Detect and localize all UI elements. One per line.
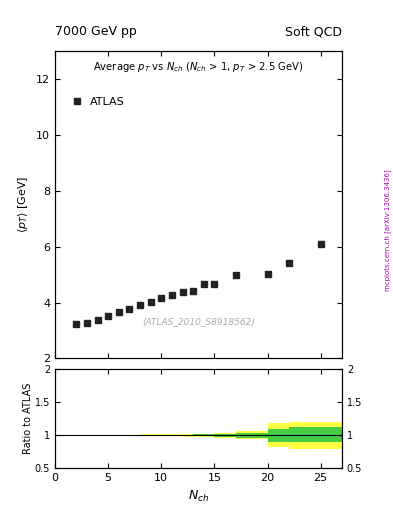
- ATLAS: [95, 317, 100, 323]
- ATLAS: [106, 313, 110, 319]
- Y-axis label: $\langle p_T \rangle$ [GeV]: $\langle p_T \rangle$ [GeV]: [17, 176, 31, 233]
- ATLAS: [127, 306, 132, 312]
- Y-axis label: Ratio to ATLAS: Ratio to ATLAS: [24, 383, 33, 454]
- Text: mcplots.cern.ch [arXiv:1306.3436]: mcplots.cern.ch [arXiv:1306.3436]: [384, 169, 391, 291]
- ATLAS: [191, 288, 195, 294]
- X-axis label: $N_{ch}$: $N_{ch}$: [188, 489, 209, 504]
- ATLAS: [159, 295, 163, 302]
- Text: Soft QCD: Soft QCD: [285, 26, 342, 38]
- Line: ATLAS: ATLAS: [73, 241, 323, 327]
- ATLAS: [180, 289, 185, 295]
- Text: Average $p_T$ vs $N_{ch}$ ($N_{ch}$ > 1, $p_T$ > 2.5 GeV): Average $p_T$ vs $N_{ch}$ ($N_{ch}$ > 1,…: [93, 60, 304, 74]
- ATLAS: [318, 241, 323, 247]
- ATLAS: [116, 309, 121, 315]
- ATLAS: [84, 319, 89, 326]
- ATLAS: [74, 321, 79, 327]
- ATLAS: [202, 281, 206, 287]
- ATLAS: [138, 302, 142, 308]
- Legend: ATLAS: ATLAS: [69, 94, 129, 110]
- ATLAS: [286, 261, 291, 267]
- ATLAS: [148, 299, 153, 305]
- ATLAS: [169, 292, 174, 298]
- ATLAS: [233, 271, 238, 278]
- ATLAS: [212, 281, 217, 287]
- ATLAS: [265, 271, 270, 277]
- Text: (ATLAS_2010_S8918562): (ATLAS_2010_S8918562): [142, 317, 255, 326]
- Text: 7000 GeV pp: 7000 GeV pp: [55, 26, 137, 38]
